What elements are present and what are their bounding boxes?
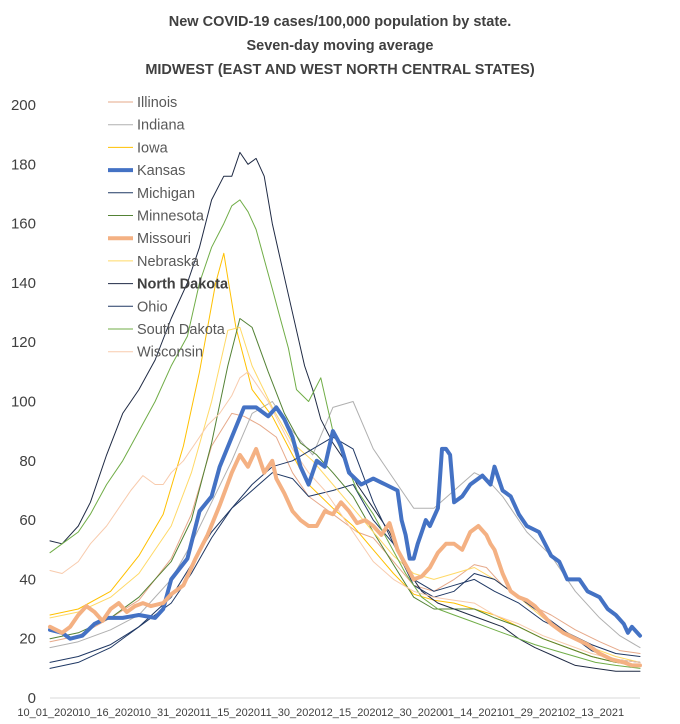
series-lines <box>48 151 642 672</box>
y-tick-label: 140 <box>11 275 36 292</box>
legend-label-ohio: Ohio <box>137 299 168 315</box>
legend-label-indiana: Indiana <box>137 118 186 134</box>
series-line-michigan <box>49 472 641 669</box>
chart-title-line3: MIDWEST (EAST AND WEST NORTH CENTRAL STA… <box>145 62 535 78</box>
series-line-kansas <box>48 405 642 641</box>
series-line-north-dakota <box>49 151 641 672</box>
x-tick-label: 01_14_2021 <box>442 707 503 719</box>
chart-title-line1: New COVID-19 cases/100,000 population by… <box>169 14 512 30</box>
x-tick-label: 12_30_2020 <box>381 707 442 719</box>
legend-label-missouri: Missouri <box>137 231 191 247</box>
x-tick-label: 11_15_2020 <box>200 707 260 719</box>
x-tick-label: 01_29_2021 <box>502 707 563 719</box>
legend-label-north-dakota: North Dakota <box>137 277 229 293</box>
x-tick-label: 10_31_2020 <box>139 707 200 719</box>
legend-label-south-dakota: South Dakota <box>137 322 226 338</box>
y-axis-ticks: 0 20 40 60 80 100 120 140 160 180 200 <box>11 97 36 707</box>
chart-title-line2: Seven-day moving average <box>247 38 434 54</box>
series-line-illinois <box>49 412 641 654</box>
y-tick-label: 160 <box>11 216 36 233</box>
y-tick-label: 100 <box>11 394 36 411</box>
legend-label-kansas: Kansas <box>137 163 185 179</box>
x-tick-label: 10_16_2020 <box>78 707 139 719</box>
y-tick-label: 40 <box>19 571 36 588</box>
legend-label-wisconsin: Wisconsin <box>137 345 203 361</box>
y-tick-label: 180 <box>11 156 36 173</box>
legend-label-minnesota: Minnesota <box>137 209 205 225</box>
chart-title: New COVID-19 cases/100,000 population by… <box>145 14 535 78</box>
x-tick-label: 10_01_2020 <box>17 707 78 719</box>
series-line-wisconsin <box>49 371 641 663</box>
y-tick-label: 80 <box>19 453 36 470</box>
y-tick-label: 200 <box>11 97 36 114</box>
legend-label-illinois: Illinois <box>137 95 177 111</box>
x-tick-label: 12_15_2020 <box>320 707 381 719</box>
x-tick-label: 02_13_2021 <box>563 707 624 719</box>
y-tick-label: 120 <box>11 334 36 351</box>
x-tick-label: 11_30_2020 <box>260 707 320 719</box>
legend: Illinois Indiana Iowa Kansas Michigan Minneso… <box>108 95 229 361</box>
series-line-nebraska <box>49 326 641 663</box>
y-tick-label: 20 <box>19 631 36 648</box>
legend-label-nebraska: Nebraska <box>137 254 200 270</box>
y-tick-label: 0 <box>28 690 36 707</box>
y-tick-label: 60 <box>19 512 36 529</box>
series-line-south-dakota <box>49 199 641 669</box>
x-axis-ticks: 10_01_2020 10_16_2020 10_31_2020 11_15_2020… <box>17 707 624 719</box>
series-line-minnesota <box>49 318 641 666</box>
series-line-ohio <box>49 436 641 663</box>
legend-label-iowa: Iowa <box>137 140 169 156</box>
series-line-indiana <box>49 401 641 649</box>
series-line-missouri <box>48 446 642 668</box>
legend-label-michigan: Michigan <box>137 186 195 202</box>
